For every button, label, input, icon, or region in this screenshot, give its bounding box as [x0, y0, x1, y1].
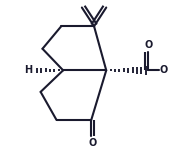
- Text: O: O: [160, 65, 168, 75]
- Text: O: O: [144, 40, 153, 50]
- Text: H: H: [24, 65, 32, 75]
- Text: O: O: [88, 138, 96, 148]
